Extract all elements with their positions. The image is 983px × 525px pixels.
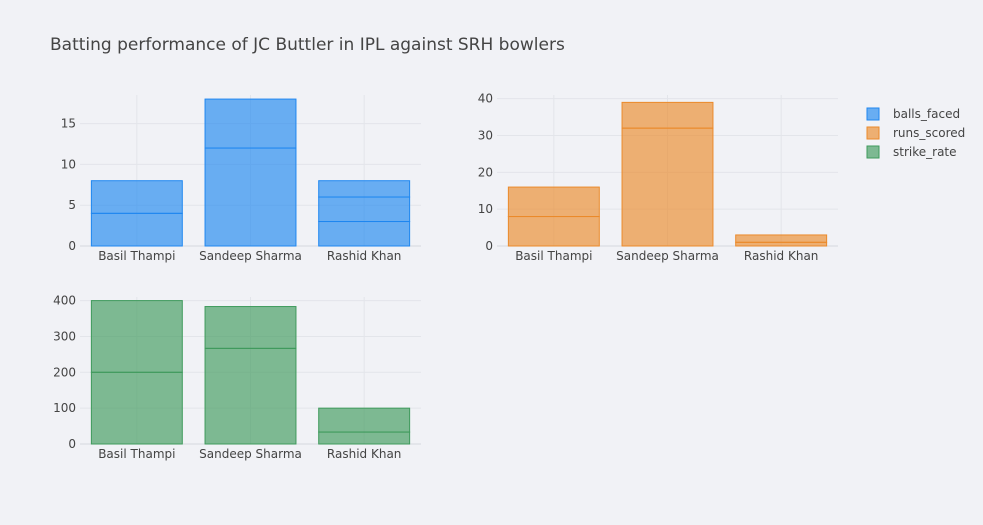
bar-segment-runs_scored[interactable] [621, 127, 714, 247]
subplot-balls_faced: 0 5 10 15 Basil Thampi Sandeep Sharma Rashid K… [61, 95, 421, 263]
legend-item-strike_rate[interactable]: strike_rate [866, 145, 957, 159]
y-tick-label: 300 [53, 329, 76, 343]
bar-segment-strike_rate[interactable] [90, 371, 183, 445]
bar-segment-strike_rate[interactable] [204, 306, 297, 349]
x-tick-label: Rashid Khan [744, 249, 818, 263]
bar-segment-balls_faced[interactable] [204, 98, 297, 149]
bar-segment-balls_faced[interactable] [204, 147, 297, 247]
legend-label: runs_scored [893, 126, 965, 140]
x-tick-label: Rashid Khan [327, 447, 401, 461]
chart-title: Batting performance of JC Buttler in IPL… [50, 35, 565, 55]
bar-segment-balls_faced[interactable] [318, 180, 411, 198]
bar-segment-strike_rate[interactable] [204, 347, 297, 445]
bar-segment-balls_faced[interactable] [90, 180, 183, 214]
x-tick-label: Basil Thampi [98, 447, 175, 461]
y-tick-label: 30 [478, 129, 493, 143]
bar-segment-balls_faced[interactable] [318, 196, 411, 223]
legend-swatch [866, 145, 880, 159]
y-tick-label: 200 [53, 365, 76, 379]
bar-segment-strike_rate[interactable] [318, 431, 411, 445]
y-tick-label: 10 [61, 157, 76, 171]
legend-swatch [866, 107, 880, 121]
y-tick-label: 400 [53, 294, 76, 308]
subplots: 0 5 10 15 Basil Thampi Sandeep Sharma Rashid K… [53, 92, 838, 461]
bar-segment-runs_scored[interactable] [735, 234, 828, 243]
y-tick-label: 0 [68, 437, 76, 451]
y-tick-label: 5 [68, 198, 76, 212]
bar-segment-runs_scored[interactable] [621, 101, 714, 129]
x-tick-label: Rashid Khan [327, 249, 401, 263]
legend-swatch [866, 126, 880, 140]
y-tick-label: 0 [68, 239, 76, 253]
x-tick-label: Basil Thampi [515, 249, 592, 263]
bar-segment-strike_rate[interactable] [318, 407, 411, 433]
subplot-runs_scored: 0 10 20 30 40 Basil Thampi Sandeep Sharma Rashi… [478, 92, 838, 263]
legend-item-runs_scored[interactable]: runs_scored [866, 126, 965, 140]
bar-segment-balls_faced[interactable] [90, 212, 183, 247]
y-tick-label: 0 [485, 239, 493, 253]
x-tick-label: Sandeep Sharma [199, 447, 302, 461]
legend-item-balls_faced[interactable]: balls_faced [866, 107, 960, 121]
bar-segment-balls_faced[interactable] [318, 221, 411, 247]
bar-segment-runs_scored[interactable] [507, 186, 600, 218]
x-tick-label: Sandeep Sharma [616, 249, 719, 263]
bar-segment-runs_scored[interactable] [735, 241, 828, 247]
y-tick-label: 20 [478, 165, 493, 179]
y-tick-label: 100 [53, 401, 76, 415]
y-tick-label: 40 [478, 92, 493, 106]
subplot-strike_rate: 0 100 200 300 400 Basil Thampi Sandeep Sharma R… [53, 294, 421, 461]
bar-segment-runs_scored[interactable] [507, 216, 600, 247]
y-tick-label: 10 [478, 202, 493, 216]
y-tick-label: 15 [61, 117, 76, 131]
legend[interactable]: balls_faced runs_scored strike_rate [866, 107, 965, 159]
bar-segment-strike_rate[interactable] [90, 300, 183, 373]
legend-label: balls_faced [893, 107, 960, 121]
legend-label: strike_rate [893, 145, 957, 159]
x-tick-label: Sandeep Sharma [199, 249, 302, 263]
x-tick-label: Basil Thampi [98, 249, 175, 263]
